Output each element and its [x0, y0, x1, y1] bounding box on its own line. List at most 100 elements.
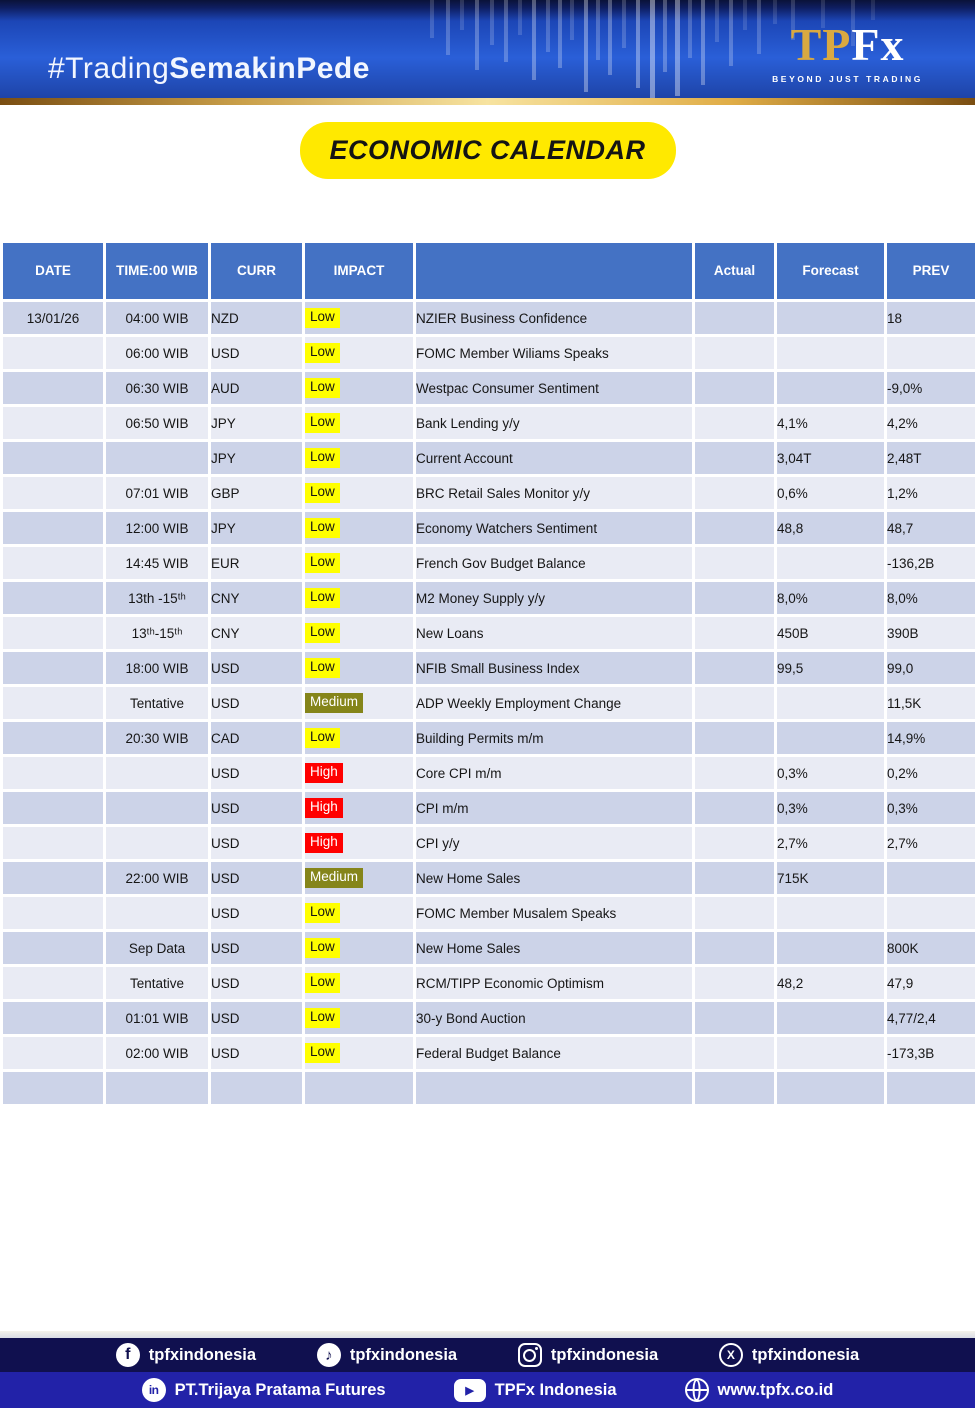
cell-prev: 18 — [887, 302, 975, 334]
cell-prev — [887, 337, 975, 369]
cell-event: ADP Weekly Employment Change — [416, 687, 692, 719]
cell-actual — [695, 442, 774, 474]
cell-forecast — [777, 722, 884, 754]
cell-time — [106, 897, 208, 929]
cell-curr: USD — [211, 792, 302, 824]
cell-curr: JPY — [211, 512, 302, 544]
impact-badge-medium: Medium — [305, 868, 364, 888]
cell-date — [3, 967, 103, 999]
cell-actual — [695, 547, 774, 579]
impact-badge-low: Low — [305, 728, 340, 748]
calendar-table-wrap: DATE TIME:00 WIB CURR IMPACT Actual Fore… — [0, 240, 975, 1107]
social-link-facebook[interactable]: f tpfxindonesia — [115, 1343, 256, 1367]
cell-impact: Low — [305, 617, 413, 649]
cell-event: BRC Retail Sales Monitor y/y — [416, 477, 692, 509]
cell-time: Sep Data — [106, 932, 208, 964]
footer-separator — [0, 1331, 975, 1338]
cell-curr: USD — [211, 652, 302, 684]
calendar-row: 13/01/26 04:00 WIB NZD Low NZIER Business Co… — [3, 302, 975, 334]
cell-event: Federal Budget Balance — [416, 1037, 692, 1069]
calendar-row — [3, 1072, 975, 1104]
cell-impact: Medium — [305, 862, 413, 894]
header-forecast: Forecast — [777, 243, 884, 299]
cell-prev: 14,9% — [887, 722, 975, 754]
social-link-label: TPFx Indonesia — [494, 1380, 617, 1399]
cell-prev: 47,9 — [887, 967, 975, 999]
cell-time: 04:00 WIB — [106, 302, 208, 334]
cell-event: FOMC Member Wiliams Speaks — [416, 337, 692, 369]
header-event — [416, 243, 692, 299]
calendar-row: 13ᵗʰ-15ᵗʰ CNY Low New Loans 450B 390B — [3, 617, 975, 649]
cell-date: 13/01/26 — [3, 302, 103, 334]
cell-curr: USD — [211, 897, 302, 929]
cell-time — [106, 792, 208, 824]
calendar-row: 22:00 WIB USD Medium New Home Sales 715K — [3, 862, 975, 894]
tiktok-icon: ♪ — [316, 1343, 341, 1367]
cell-curr: JPY — [211, 442, 302, 474]
social-link-label: tpfxindonesia — [550, 1345, 659, 1364]
cell-curr: NZD — [211, 302, 302, 334]
impact-badge-low: Low — [305, 518, 340, 538]
social-link-instagram[interactable]: tpfxindonesia — [517, 1343, 659, 1367]
facebook-icon: f — [115, 1343, 140, 1367]
impact-badge-low: Low — [305, 448, 340, 468]
cell-actual — [695, 827, 774, 859]
cell-curr — [211, 1072, 302, 1104]
cell-time: 01:01 WIB — [106, 1002, 208, 1034]
impact-badge-high: High — [305, 763, 343, 783]
table-header-row: DATE TIME:00 WIB CURR IMPACT Actual Fore… — [3, 243, 975, 299]
cell-forecast — [777, 1002, 884, 1034]
cell-event: Core CPI m/m — [416, 757, 692, 789]
impact-badge-low: Low — [305, 413, 340, 433]
social-link-youtube[interactable]: ▶ TPFx Indonesia — [453, 1378, 617, 1402]
tpfx-logo-wordmark: TPFx — [772, 22, 923, 68]
cell-event: CPI y/y — [416, 827, 692, 859]
cell-time: 06:50 WIB — [106, 407, 208, 439]
cell-impact: Low — [305, 337, 413, 369]
cell-event: New Loans — [416, 617, 692, 649]
cell-forecast — [777, 1072, 884, 1104]
cell-time: 22:00 WIB — [106, 862, 208, 894]
social-link-tiktok[interactable]: ♪ tpfxindonesia — [316, 1343, 457, 1367]
cell-curr: USD — [211, 1037, 302, 1069]
cell-date — [3, 722, 103, 754]
cell-forecast — [777, 372, 884, 404]
social-link-linkedin[interactable]: in PT.Trijaya Pratama Futures — [141, 1378, 386, 1402]
impact-badge-medium: Medium — [305, 693, 364, 713]
cell-curr: CAD — [211, 722, 302, 754]
cell-prev: 0,2% — [887, 757, 975, 789]
cell-time: 13ᵗʰ-15ᵗʰ — [106, 617, 208, 649]
cell-time — [106, 757, 208, 789]
cell-forecast — [777, 547, 884, 579]
cell-event: New Home Sales — [416, 932, 692, 964]
cell-prev: 0,3% — [887, 792, 975, 824]
cell-event: Bank Lending y/y — [416, 407, 692, 439]
cell-date — [3, 547, 103, 579]
calendar-row: 06:00 WIB USD Low FOMC Member Wiliams Speak… — [3, 337, 975, 369]
calendar-row: 20:30 WIB CAD Low Building Permits m/m 14,9% — [3, 722, 975, 754]
impact-badge-low: Low — [305, 378, 340, 398]
cell-date — [3, 617, 103, 649]
cell-forecast — [777, 897, 884, 929]
calendar-row: JPY Low Current Account 3,04T 2,48T — [3, 442, 975, 474]
cell-event: New Home Sales — [416, 862, 692, 894]
cell-forecast — [777, 302, 884, 334]
cell-impact: Low — [305, 582, 413, 614]
calendar-row: 06:50 WIB JPY Low Bank Lending y/y 4,1% 4,2% — [3, 407, 975, 439]
cell-impact: Low — [305, 652, 413, 684]
cell-forecast: 3,04T — [777, 442, 884, 474]
cell-curr: USD — [211, 337, 302, 369]
logo-fx-text: Fx — [851, 19, 905, 70]
cell-time: 02:00 WIB — [106, 1037, 208, 1069]
calendar-row: 01:01 WIB USD Low 30-y Bond Auction 4,77/2,4 — [3, 1002, 975, 1034]
calendar-row: 06:30 WIB AUD Low Westpac Consumer Sentimen… — [3, 372, 975, 404]
cell-date — [3, 827, 103, 859]
impact-badge-low: Low — [305, 938, 340, 958]
impact-badge-low: Low — [305, 553, 340, 573]
cell-event: 30-y Bond Auction — [416, 1002, 692, 1034]
calendar-table-body: 13/01/26 04:00 WIB NZD Low NZIER Business Co… — [3, 302, 975, 1104]
social-link-globe[interactable]: www.tpfx.co.id — [684, 1378, 833, 1402]
cell-forecast: 2,7% — [777, 827, 884, 859]
cell-time: 20:30 WIB — [106, 722, 208, 754]
